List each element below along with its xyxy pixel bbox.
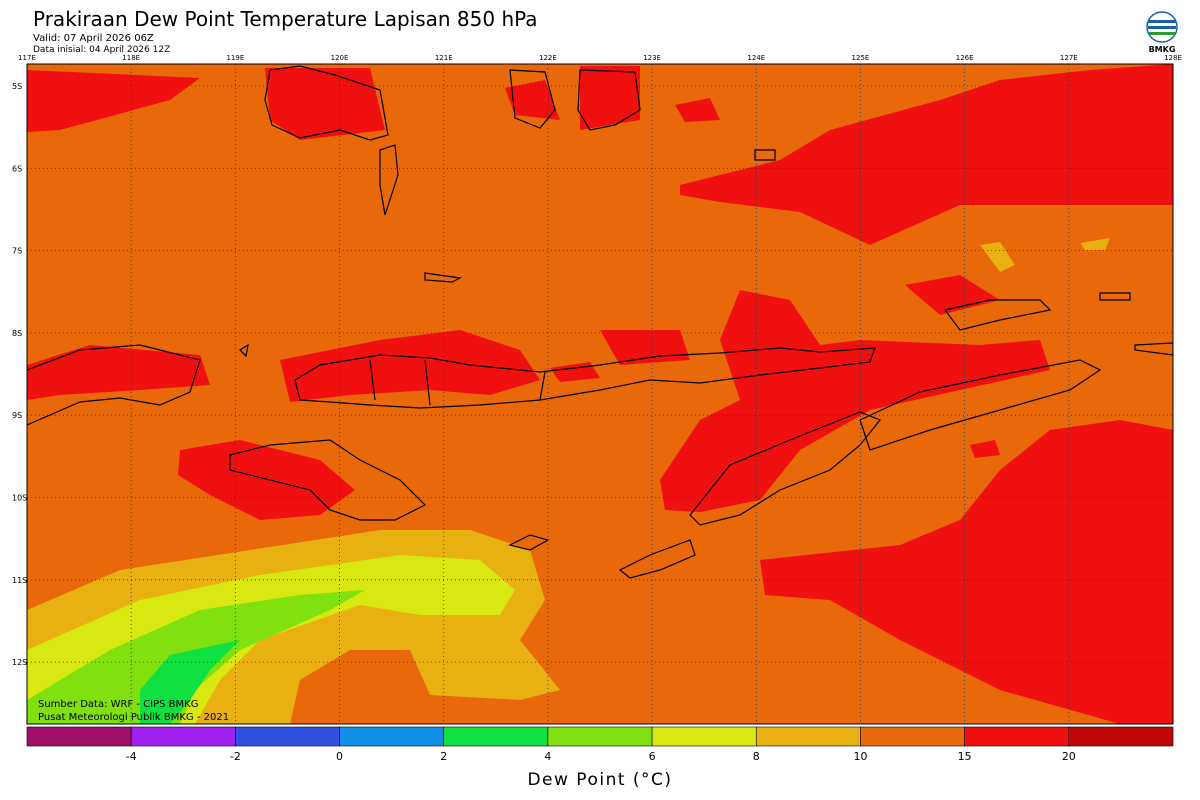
colorbar-tick-label: 2	[440, 750, 447, 763]
lat-label: 10S	[12, 494, 27, 503]
colorbar-tick-label: -4	[126, 750, 137, 763]
credit: Pusat Meteorologi Publik BMKG - 2021	[38, 712, 229, 723]
lat-label: 9S	[12, 411, 22, 420]
colorbar-segment	[235, 726, 340, 747]
colorbar-label: Dew Point (°C)	[527, 770, 672, 790]
lon-label: 128E	[1164, 54, 1182, 62]
lon-label: 124E	[747, 54, 765, 62]
colorbar-tick-label: 8	[753, 750, 760, 763]
colorbar-tick-label: 10	[853, 750, 867, 763]
colorbar-tick-label: 15	[958, 750, 972, 763]
colorbar-tick-label: 6	[649, 750, 656, 763]
lon-label: 119E	[226, 54, 244, 62]
colorbar-segment	[860, 726, 965, 747]
colorbar-tick-label: 4	[544, 750, 551, 763]
graticule	[27, 64, 1173, 724]
lat-label: 7S	[12, 247, 22, 256]
valid-time: Valid: 07 April 2026 06Z	[33, 33, 154, 44]
colorbar-segment	[443, 726, 549, 747]
lon-label: 122E	[539, 54, 557, 62]
logo-text: BMKG	[1149, 45, 1176, 54]
lat-label: 6S	[12, 164, 22, 173]
colorbar-segment	[651, 726, 757, 747]
coastlines	[27, 65, 1173, 579]
lon-label: 121E	[435, 54, 453, 62]
map-frame	[26, 63, 1174, 725]
colorbar-segment	[547, 726, 653, 747]
lat-label: 8S	[12, 329, 22, 338]
lon-label: 120E	[331, 54, 349, 62]
title: Prakiraan Dew Point Temperature Lapisan …	[33, 7, 538, 31]
colorbar-segment	[755, 726, 861, 747]
credit: Sumber Data: WRF - CIPS BMKG	[38, 699, 198, 710]
lon-label: 126E	[956, 54, 974, 62]
colorbar-segment	[964, 726, 1070, 747]
colorbar-tick-label: 20	[1062, 750, 1076, 763]
colorbar-segment	[339, 726, 445, 747]
lon-label: 127E	[1060, 54, 1078, 62]
lat-label: 12S	[12, 658, 27, 667]
colorbar-segment	[26, 726, 132, 747]
colorbar-segment	[1068, 726, 1174, 747]
colorbar-tick-label: 0	[336, 750, 343, 763]
map-field	[27, 64, 1173, 724]
colorbar-segment	[130, 726, 236, 747]
lat-label: 11S	[12, 576, 27, 585]
lon-label: 118E	[122, 54, 140, 62]
lon-label: 125E	[852, 54, 870, 62]
lat-label: 5S	[12, 82, 22, 91]
init-time: Data inisial: 04 April 2026 12Z	[33, 45, 170, 55]
lon-label: 123E	[643, 54, 661, 62]
colorbar-tick-label: -2	[230, 750, 241, 763]
lon-label: 117E	[18, 54, 36, 62]
logo: BMKG	[1146, 11, 1178, 54]
